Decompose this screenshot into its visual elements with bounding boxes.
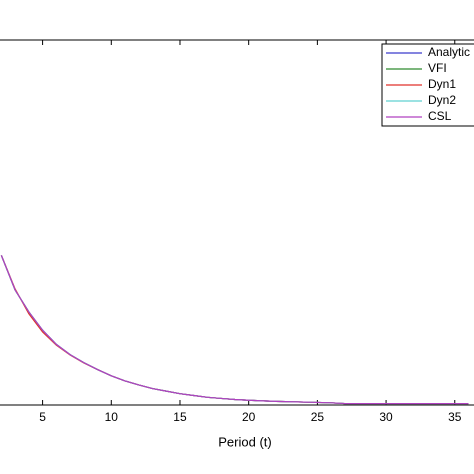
x-tick-label: 5	[39, 410, 46, 424]
x-tick-label: 30	[379, 410, 393, 424]
legend-label: Dyn1	[428, 77, 456, 91]
x-tick-label: 25	[311, 410, 325, 424]
legend-label: Analytic	[428, 45, 470, 59]
x-tick-label: 35	[448, 410, 462, 424]
x-tick-label: 15	[173, 410, 187, 424]
series-line	[0, 255, 469, 405]
legend-label: VFI	[428, 61, 447, 75]
x-tick-label: 20	[242, 410, 256, 424]
legend-label: Dyn2	[428, 93, 456, 107]
x-tick-label: 10	[105, 410, 119, 424]
x-axis-label: Period (t)	[218, 434, 271, 449]
legend-label: CSL	[428, 109, 452, 123]
